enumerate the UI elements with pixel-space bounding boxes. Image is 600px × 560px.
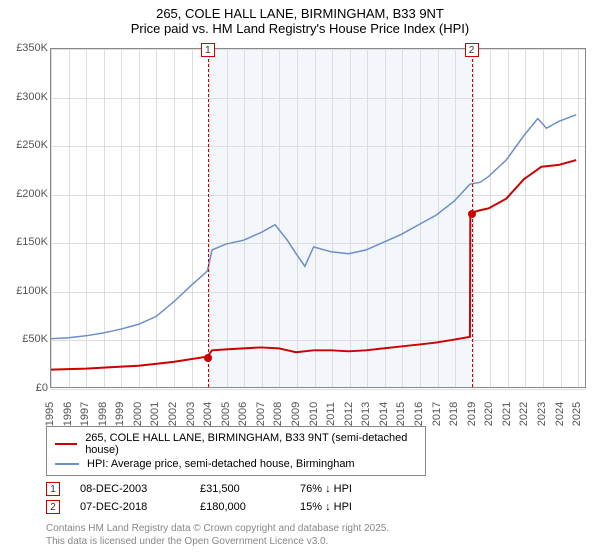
x-axis-tick-label: 2003 — [185, 402, 197, 426]
x-axis-tick-label: 2010 — [308, 402, 320, 426]
chart-lines — [51, 49, 585, 387]
sale-marker-dot — [204, 354, 212, 362]
x-axis-tick-label: 2002 — [167, 402, 179, 426]
sale-row-badge: 1 — [46, 482, 60, 496]
sale-row-delta: 15% ↓ HPI — [300, 501, 400, 513]
sale-row: 2 07-DEC-2018 £180,000 15% ↓ HPI — [46, 498, 590, 516]
legend-swatch — [55, 443, 77, 445]
x-axis-tick-label: 2017 — [431, 402, 443, 426]
series-line-hpi — [51, 115, 576, 339]
x-axis-tick-label: 2001 — [149, 402, 161, 426]
x-axis-tick-label: 1998 — [97, 402, 109, 426]
gridline-horizontal — [51, 389, 585, 390]
legend-item: HPI: Average price, semi-detached house,… — [55, 457, 417, 471]
sale-marker-dot — [468, 210, 476, 218]
x-axis-tick-label: 2023 — [536, 402, 548, 426]
x-axis-tick-label: 2022 — [518, 402, 530, 426]
x-axis-tick-label: 2025 — [571, 402, 583, 426]
chart-area: 12 £0£50K£100K£150K£200K£250K£300K£350K1… — [10, 40, 590, 420]
sale-marker-line — [208, 49, 209, 387]
x-axis-tick-label: 2020 — [483, 402, 495, 426]
x-axis-tick-label: 2009 — [290, 402, 302, 426]
sale-row-date: 07-DEC-2018 — [80, 501, 180, 513]
x-axis-tick-label: 2006 — [237, 402, 249, 426]
footer-attribution: Contains HM Land Registry data © Crown c… — [46, 522, 590, 548]
y-axis-tick-label: £0 — [36, 382, 48, 394]
x-axis-tick-label: 2024 — [554, 402, 566, 426]
x-axis-tick-label: 2014 — [378, 402, 390, 426]
sale-marker-badge: 1 — [201, 43, 215, 57]
sale-row-price: £31,500 — [200, 483, 280, 495]
series-line-price_paid — [51, 160, 576, 370]
footer-line-2: This data is licensed under the Open Gov… — [46, 535, 590, 548]
x-axis-tick-label: 2005 — [220, 402, 232, 426]
x-axis-tick-label: 2000 — [132, 402, 144, 426]
legend-label: 265, COLE HALL LANE, BIRMINGHAM, B33 9NT… — [85, 432, 417, 456]
legend-label: HPI: Average price, semi-detached house,… — [87, 458, 355, 470]
sale-row-price: £180,000 — [200, 501, 280, 513]
y-axis-tick-label: £250K — [16, 139, 48, 151]
footer-line-1: Contains HM Land Registry data © Crown c… — [46, 522, 590, 535]
y-axis-tick-label: £200K — [16, 188, 48, 200]
sale-marker-badge: 2 — [465, 43, 479, 57]
x-axis-tick-label: 1997 — [79, 402, 91, 426]
x-axis-tick-label: 1996 — [62, 402, 74, 426]
plot-region: 12 — [50, 48, 586, 388]
x-axis-tick-label: 2012 — [343, 402, 355, 426]
sale-row-date: 08-DEC-2003 — [80, 483, 180, 495]
x-axis-tick-label: 2011 — [325, 402, 337, 426]
x-axis-tick-label: 2018 — [448, 402, 460, 426]
x-axis-tick-label: 2013 — [360, 402, 372, 426]
x-axis-tick-label: 2016 — [413, 402, 425, 426]
y-axis-tick-label: £50K — [22, 333, 48, 345]
x-axis-tick-label: 2015 — [395, 402, 407, 426]
sale-row-delta: 76% ↓ HPI — [300, 483, 400, 495]
y-axis-tick-label: £100K — [16, 285, 48, 297]
legend-swatch — [55, 463, 79, 465]
x-axis-tick-label: 1995 — [44, 402, 56, 426]
sales-table: 1 08-DEC-2003 £31,500 76% ↓ HPI 2 07-DEC-2018… — [46, 480, 590, 516]
chart-container: 265, COLE HALL LANE, BIRMINGHAM, B33 9NT… — [0, 0, 600, 560]
x-axis-tick-label: 1999 — [114, 402, 126, 426]
x-axis-tick-label: 2004 — [202, 402, 214, 426]
legend-item: 265, COLE HALL LANE, BIRMINGHAM, B33 9NT… — [55, 431, 417, 457]
legend-box: 265, COLE HALL LANE, BIRMINGHAM, B33 9NT… — [46, 426, 426, 476]
y-axis-tick-label: £300K — [16, 91, 48, 103]
y-axis-tick-label: £150K — [16, 236, 48, 248]
x-axis-tick-label: 2021 — [501, 402, 513, 426]
chart-title: 265, COLE HALL LANE, BIRMINGHAM, B33 9NT — [0, 0, 600, 21]
chart-subtitle: Price paid vs. HM Land Registry's House … — [0, 21, 600, 40]
x-axis-tick-label: 2008 — [272, 402, 284, 426]
sale-row-badge: 2 — [46, 500, 60, 514]
sale-row: 1 08-DEC-2003 £31,500 76% ↓ HPI — [46, 480, 590, 498]
x-axis-tick-label: 2007 — [255, 402, 267, 426]
x-axis-tick-label: 2019 — [466, 402, 478, 426]
y-axis-tick-label: £350K — [16, 42, 48, 54]
